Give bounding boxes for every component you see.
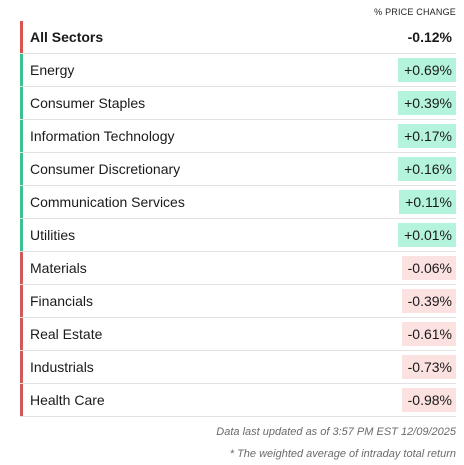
sector-indicator-bar — [20, 318, 23, 350]
sector-row-all-sectors[interactable]: All Sectors -0.12% — [20, 21, 456, 54]
sector-row-utilities[interactable]: Utilities +0.01% — [20, 219, 456, 252]
sector-name: Consumer Staples — [30, 95, 146, 111]
sector-indicator-bar — [20, 252, 23, 284]
sector-price-change: -0.12% — [407, 29, 452, 45]
price-change-column-header: % PRICE CHANGE — [374, 7, 456, 17]
sector-price-change: -0.98% — [401, 388, 456, 412]
sector-price-change: -0.06% — [401, 256, 456, 280]
sector-row-consumer-discretionary[interactable]: Consumer Discretionary +0.16% — [20, 153, 456, 186]
sector-row-real-estate[interactable]: Real Estate -0.61% — [20, 318, 456, 351]
sector-name: All Sectors — [30, 29, 104, 45]
sector-name: Communication Services — [30, 194, 185, 210]
sector-name: Materials — [30, 260, 87, 276]
sector-row-materials[interactable]: Materials -0.06% — [20, 252, 456, 285]
sector-row-health-care[interactable]: Health Care -0.98% — [20, 384, 456, 417]
last-updated-note: Data last updated as of 3:57 PM EST 12/0… — [216, 426, 456, 438]
sector-price-change: +0.01% — [398, 223, 456, 247]
sector-indicator-bar — [20, 54, 23, 86]
sector-name: Financials — [30, 293, 94, 309]
sector-indicator-bar — [20, 120, 23, 152]
sector-price-change: -0.61% — [401, 322, 456, 346]
sector-indicator-bar — [20, 219, 23, 251]
sector-name: Information Technology — [30, 128, 175, 144]
sector-row-information-technology[interactable]: Information Technology +0.17% — [20, 120, 456, 153]
sector-indicator-bar — [20, 153, 23, 185]
sector-row-communication-services[interactable]: Communication Services +0.11% — [20, 186, 456, 219]
sector-row-consumer-staples[interactable]: Consumer Staples +0.39% — [20, 87, 456, 120]
sector-name: Real Estate — [30, 326, 103, 342]
sector-indicator-bar — [20, 384, 23, 416]
sector-price-change: +0.69% — [398, 58, 456, 82]
weighted-average-footnote: * The weighted average of intraday total… — [229, 448, 456, 460]
sector-price-change: +0.16% — [398, 157, 456, 181]
sector-indicator-bar — [20, 285, 23, 317]
sector-name: Health Care — [30, 392, 105, 408]
sector-price-change: -0.73% — [401, 355, 456, 379]
sector-row-energy[interactable]: Energy +0.69% — [20, 54, 456, 87]
sector-name: Utilities — [30, 227, 76, 243]
sector-name: Industrials — [30, 359, 94, 375]
sector-indicator-bar — [20, 87, 23, 119]
sector-price-change: +0.39% — [398, 91, 456, 115]
sector-indicator-bar — [20, 21, 23, 53]
sector-indicator-bar — [20, 186, 23, 218]
sector-row-industrials[interactable]: Industrials -0.73% — [20, 351, 456, 384]
sector-list: All Sectors -0.12% Energy +0.69% Consume… — [20, 21, 456, 417]
sector-indicator-bar — [20, 351, 23, 383]
sector-price-change: +0.17% — [398, 124, 456, 148]
sector-row-financials[interactable]: Financials -0.39% — [20, 285, 456, 318]
sector-price-change: +0.11% — [399, 190, 456, 214]
sector-price-change: -0.39% — [401, 289, 456, 313]
sector-name: Energy — [30, 62, 75, 78]
sector-name: Consumer Discretionary — [30, 161, 181, 177]
